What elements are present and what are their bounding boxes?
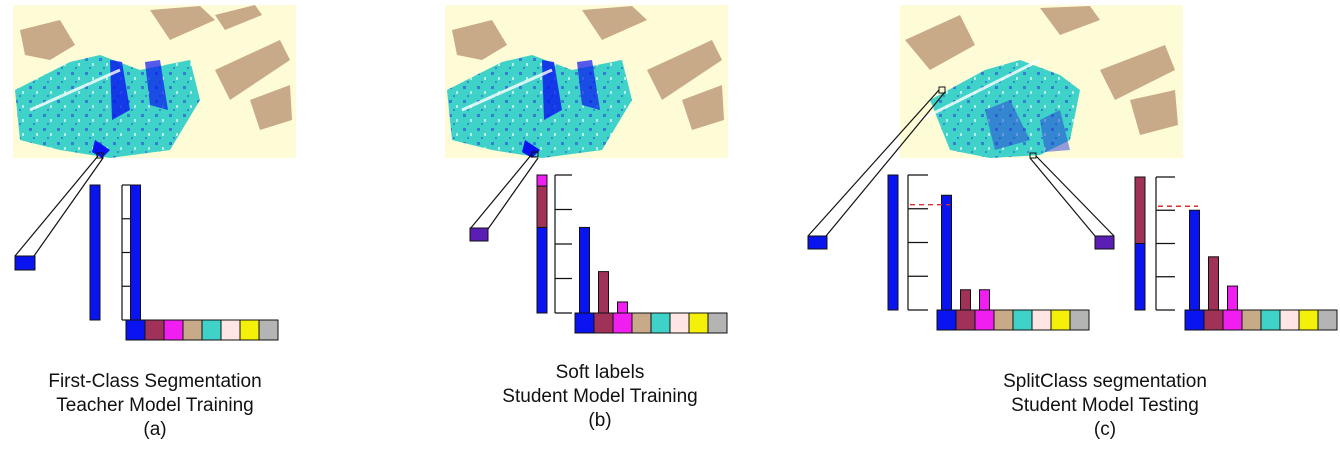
class-swatch-5 bbox=[1279, 309, 1300, 331]
class-swatch-3 bbox=[182, 319, 203, 341]
class-bar-2 bbox=[979, 289, 990, 311]
class-swatch-0 bbox=[125, 319, 146, 341]
pixel-swatch-a bbox=[14, 255, 36, 271]
zoom-callout-a bbox=[14, 152, 104, 257]
pixel-swatch-c-right bbox=[1094, 235, 1115, 250]
class-swatch-5 bbox=[1031, 309, 1052, 331]
class-distribution-b bbox=[536, 174, 728, 334]
class-swatch-6 bbox=[688, 312, 709, 334]
class-swatch-3 bbox=[1241, 309, 1262, 331]
panel-c bbox=[807, 5, 1338, 331]
panel-a bbox=[13, 5, 296, 341]
class-swatch-2 bbox=[1222, 309, 1243, 331]
class-swatch-5 bbox=[220, 319, 241, 341]
caption-a-tag: (a) bbox=[143, 419, 167, 440]
class-distribution-c-left bbox=[887, 174, 1090, 331]
class-bar-0 bbox=[130, 184, 141, 321]
class-swatch-5 bbox=[669, 312, 690, 334]
class-swatch-6 bbox=[239, 319, 260, 341]
class-bar-2 bbox=[617, 301, 628, 314]
class-bar-0 bbox=[579, 226, 590, 314]
class-swatch-4 bbox=[1012, 309, 1033, 331]
class-swatch-0 bbox=[574, 312, 595, 334]
class-distribution-a bbox=[89, 184, 279, 341]
class-swatch-1 bbox=[593, 312, 614, 334]
caption-b: Soft labels Student Model Training (b) bbox=[445, 361, 755, 433]
zoom-callout-c-right bbox=[1029, 152, 1115, 237]
aerial-map-a bbox=[13, 5, 296, 158]
class-bar-1 bbox=[598, 271, 609, 314]
class-swatch-3 bbox=[993, 309, 1014, 331]
caption-a: First-Class Segmentation Teacher Model T… bbox=[0, 370, 310, 442]
class-swatch-0 bbox=[1184, 309, 1205, 331]
class-bar-1 bbox=[1208, 256, 1219, 311]
pixel-swatch-b bbox=[469, 227, 489, 242]
stacked-segment-blue bbox=[536, 226, 548, 314]
aerial-map-b bbox=[445, 5, 728, 158]
caption-b-line2: Student Model Training bbox=[502, 386, 698, 407]
caption-a-line2: Teacher Model Training bbox=[56, 395, 254, 416]
class-swatch-2 bbox=[163, 319, 184, 341]
zoom-callout-b bbox=[469, 151, 539, 230]
class-swatch-6 bbox=[1050, 309, 1071, 331]
class-distribution-c-right bbox=[1134, 176, 1338, 331]
caption-b-line1: Soft labels bbox=[555, 362, 645, 383]
pixel-swatch-c-left bbox=[807, 235, 828, 250]
stacked-segment-maroon bbox=[1134, 176, 1146, 244]
caption-c: SplitClass segmentation Student Model Te… bbox=[950, 370, 1260, 442]
class-swatch-0 bbox=[936, 309, 957, 331]
class-swatch-1 bbox=[1203, 309, 1224, 331]
class-swatch-2 bbox=[612, 312, 633, 334]
class-swatch-2 bbox=[974, 309, 995, 331]
class-bar-0 bbox=[941, 194, 952, 311]
class-swatch-4 bbox=[201, 319, 222, 341]
class-swatch-4 bbox=[1260, 309, 1281, 331]
caption-a-line1: First-Class Segmentation bbox=[48, 371, 262, 392]
caption-c-tag: (c) bbox=[1093, 419, 1117, 440]
class-swatch-7 bbox=[1317, 309, 1338, 331]
class-swatch-4 bbox=[650, 312, 671, 334]
class-swatch-7 bbox=[258, 319, 279, 341]
caption-c-line2: Student Model Testing bbox=[1011, 395, 1199, 416]
class-swatch-6 bbox=[1298, 309, 1319, 331]
stacked-segment-blue bbox=[1134, 243, 1146, 311]
caption-c-line1: SplitClass segmentation bbox=[1003, 371, 1207, 392]
aerial-map-c bbox=[900, 5, 1183, 158]
stacked-segment-blue bbox=[89, 184, 101, 321]
stacked-segment-maroon bbox=[536, 185, 548, 228]
class-bar-1 bbox=[960, 289, 971, 311]
stacked-segment-blue bbox=[887, 174, 899, 311]
class-swatch-7 bbox=[1069, 309, 1090, 331]
panel-b bbox=[445, 5, 728, 334]
class-bar-2 bbox=[1227, 285, 1238, 311]
class-swatch-3 bbox=[631, 312, 652, 334]
stacked-segment-magenta bbox=[536, 174, 548, 187]
class-swatch-7 bbox=[707, 312, 728, 334]
class-bar-0 bbox=[1189, 209, 1200, 311]
class-swatch-1 bbox=[144, 319, 165, 341]
caption-b-tag: (b) bbox=[588, 410, 612, 431]
zoom-callout-c-left bbox=[807, 86, 946, 237]
class-swatch-1 bbox=[955, 309, 976, 331]
